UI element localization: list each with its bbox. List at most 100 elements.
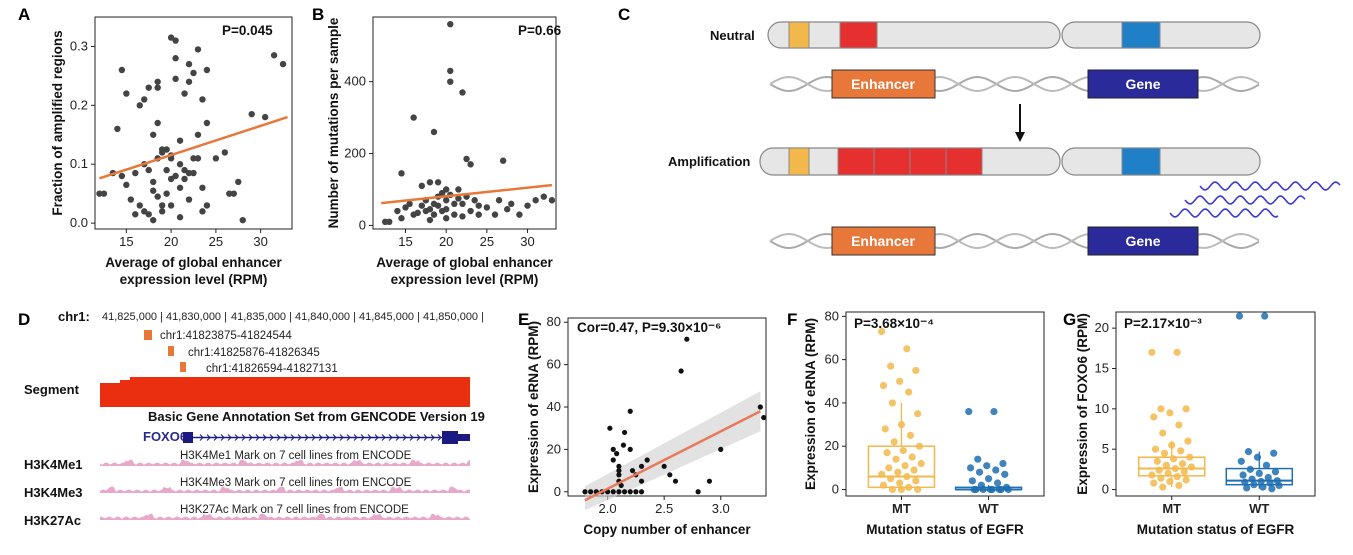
data-point xyxy=(990,407,998,416)
y-tick-label: 200 xyxy=(344,146,366,161)
data-point xyxy=(145,84,152,91)
data-point xyxy=(455,195,462,202)
y-tick-label: 15 xyxy=(1095,360,1109,375)
data-point xyxy=(620,442,627,448)
region-marker-2 xyxy=(168,346,174,356)
data-point xyxy=(1148,348,1156,356)
data-point xyxy=(548,197,556,204)
data-point xyxy=(118,66,126,74)
data-point xyxy=(1178,460,1187,468)
data-point xyxy=(906,431,915,439)
data-point xyxy=(1168,441,1176,449)
data-point xyxy=(1246,465,1254,473)
data-point xyxy=(888,399,897,407)
chevron-right-icon xyxy=(318,434,323,441)
data-point xyxy=(410,114,417,121)
region-marker-3 xyxy=(180,362,186,372)
data-point xyxy=(508,200,515,208)
mrna-wave xyxy=(1169,208,1279,218)
data-point xyxy=(910,466,918,474)
data-point xyxy=(463,155,470,163)
track-name-3: H3K27Ac xyxy=(24,513,81,528)
gencode-label: Basic Gene Annotation Set from GENCODE V… xyxy=(148,409,485,424)
data-point xyxy=(467,207,474,215)
data-point xyxy=(1182,405,1190,413)
data-point xyxy=(901,462,909,470)
data-point xyxy=(897,485,906,494)
data-point xyxy=(150,178,157,186)
data-point xyxy=(968,477,976,485)
gene-box-amp xyxy=(1087,226,1199,256)
x-axis-title-line2: expression level (RPM) xyxy=(391,272,539,287)
data-point xyxy=(190,169,197,177)
data-point xyxy=(757,404,763,410)
x-tick-label: 15 xyxy=(119,234,133,249)
y-tick-label: 400 xyxy=(344,74,366,89)
data-point xyxy=(1160,449,1169,457)
data-point xyxy=(443,215,450,222)
data-point xyxy=(1159,483,1167,491)
data-point xyxy=(504,206,511,213)
chevron-right-icon xyxy=(395,434,400,441)
data-point xyxy=(176,161,184,168)
yellow-band xyxy=(788,21,810,49)
track-desc-2: H3K4Me3 Mark on 7 cell lines from ENCODE xyxy=(180,477,412,489)
data-point xyxy=(194,46,202,53)
data-point xyxy=(459,213,466,220)
data-point xyxy=(1150,479,1158,487)
gene-exon-start xyxy=(183,432,193,443)
chart-e: 2.0 2.5 3.0 0 20 40 60 80 Cor=0.47, P=9.30×10⁻⁶ C… xyxy=(526,314,767,537)
data-point xyxy=(914,410,922,418)
data-point xyxy=(1264,473,1272,482)
chevron-right-icon xyxy=(437,434,442,441)
panel-label-d: D xyxy=(18,310,30,329)
data-point xyxy=(136,202,143,209)
y-tick-label: 60 xyxy=(547,357,561,372)
x-axis-title: Mutation status of EGFR xyxy=(866,522,1024,537)
data-point xyxy=(1157,474,1165,482)
p-value-annotation: P=0.66 xyxy=(518,23,562,38)
data-point xyxy=(176,214,184,221)
y-axis-title: Expression of eRNA (RPM) xyxy=(526,321,541,493)
data-point xyxy=(974,455,982,463)
chevron-right-icon xyxy=(360,434,365,441)
data-point xyxy=(185,169,193,177)
y-axis-title: Expression of FOXO6 (RPM) xyxy=(1075,313,1090,495)
data-point xyxy=(1244,448,1253,456)
data-point xyxy=(1186,453,1194,461)
x-tick-label: 30 xyxy=(253,234,267,249)
histone-signal xyxy=(100,459,470,466)
data-point xyxy=(905,483,913,491)
y-tick-label: 0.2 xyxy=(70,97,88,112)
data-point xyxy=(718,446,724,452)
panel-label-b: B xyxy=(312,5,324,24)
data-point xyxy=(610,446,616,452)
chevron-right-icon xyxy=(276,434,281,441)
x-tick-label: 25 xyxy=(480,234,494,249)
data-point xyxy=(983,462,991,470)
chrom-label: chr1: xyxy=(58,309,90,324)
chevron-right-icon xyxy=(234,434,239,441)
chevron-right-icon xyxy=(206,434,211,441)
data-point xyxy=(524,202,531,209)
data-point xyxy=(154,84,161,91)
data-point xyxy=(903,345,911,353)
data-point xyxy=(398,215,405,222)
data-point xyxy=(644,457,650,463)
data-point xyxy=(199,184,206,191)
chevron-right-icon xyxy=(346,434,351,441)
data-point xyxy=(185,78,193,85)
data-point xyxy=(150,187,157,194)
track-name-1: H3K4Me1 xyxy=(24,457,83,472)
data-point xyxy=(426,179,434,186)
chevron-right-icon xyxy=(248,434,253,441)
data-point xyxy=(607,425,613,431)
data-point xyxy=(997,485,1005,494)
data-point xyxy=(984,475,993,483)
data-point xyxy=(459,89,466,96)
region-marker-1 xyxy=(144,330,152,340)
data-point xyxy=(888,485,897,494)
data-point xyxy=(540,193,547,200)
y-tick-label: 0.0 xyxy=(70,215,88,230)
chevron-right-icon xyxy=(402,434,407,441)
